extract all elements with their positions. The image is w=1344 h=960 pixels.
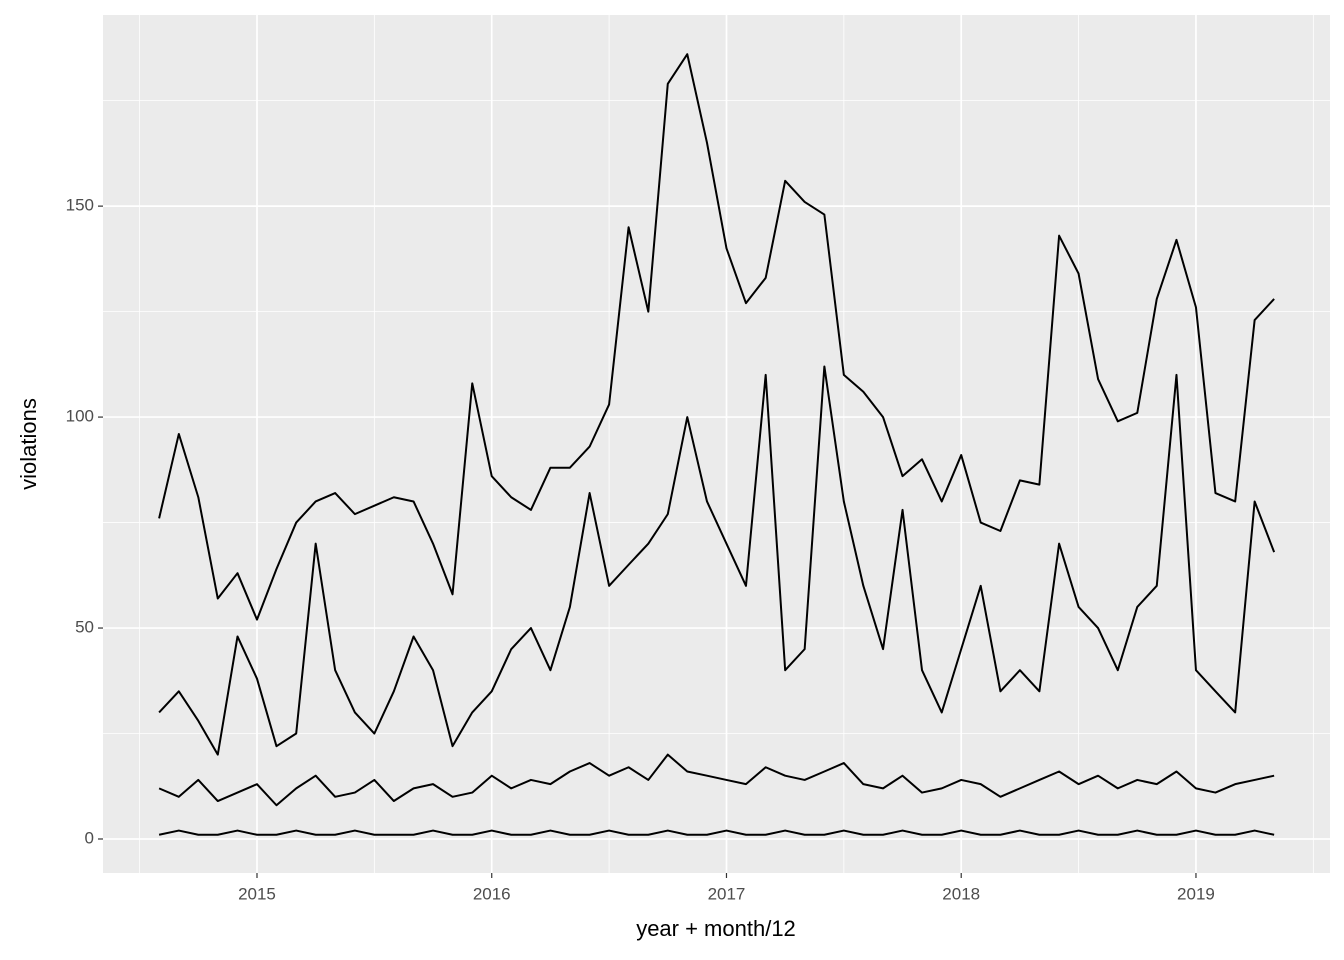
x-tick-label: 2016: [473, 884, 511, 903]
series-line: [158, 53, 1275, 621]
y-tick-label: 0: [85, 828, 94, 847]
series-line: [158, 365, 1276, 756]
lines: [158, 53, 1276, 836]
x-tick-label: 2015: [238, 884, 276, 903]
y-axis-title: violations: [16, 398, 41, 490]
series-line: [158, 753, 1275, 807]
y-tick-label: 100: [66, 407, 94, 426]
x-tick-label: 2018: [942, 884, 980, 903]
x-tick-label: 2017: [708, 884, 746, 903]
y-tick-label: 50: [75, 618, 94, 637]
series-line: [158, 829, 1275, 836]
y-tick-label: 150: [66, 196, 94, 215]
plot-panel: [103, 15, 1330, 873]
x-tick-label: 2019: [1177, 884, 1215, 903]
grid: [103, 15, 1330, 873]
x-axis-title: year + month/12: [636, 916, 796, 941]
